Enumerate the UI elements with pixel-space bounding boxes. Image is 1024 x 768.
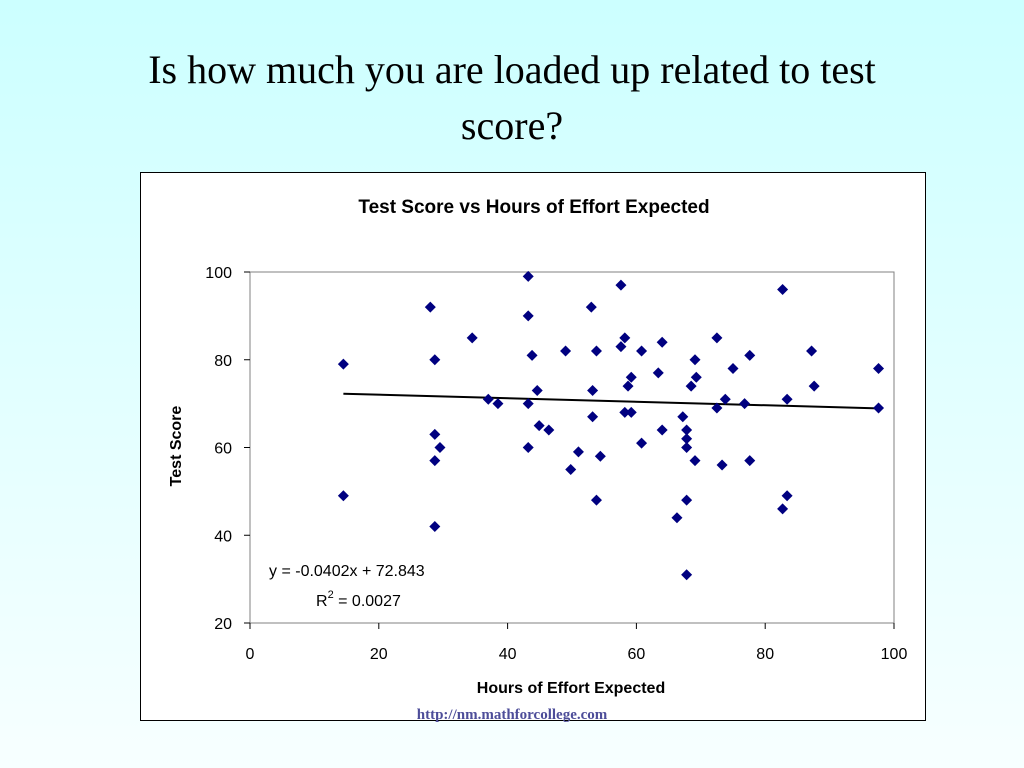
y-axis-label: Test Score <box>168 406 185 487</box>
y-tick-label-0: 20 <box>214 616 232 633</box>
data-point-47 <box>685 380 697 392</box>
data-point-41 <box>677 411 689 423</box>
data-point-24 <box>587 384 599 396</box>
chart-frame: Test Score vs Hours of Effort Expected 2… <box>140 172 926 721</box>
plot-area <box>249 271 895 624</box>
slide-title-line-1: Is how much you are loaded up related to… <box>148 47 876 92</box>
trendline-equation: y = -0.0402x + 72.843 <box>269 563 425 580</box>
chart-title: Test Score vs Hours of Effort Expected <box>358 197 709 218</box>
data-point-14 <box>531 384 543 396</box>
data-point-4 <box>429 428 441 440</box>
data-point-23 <box>590 345 602 357</box>
data-point-44 <box>681 442 693 453</box>
data-point-53 <box>719 393 731 405</box>
r-squared-label: R2 = 0.0027 <box>316 589 401 610</box>
data-point-3 <box>429 354 441 366</box>
x-tick-label-2: 40 <box>499 646 517 663</box>
data-point-55 <box>727 363 739 375</box>
data-point-20 <box>565 463 577 475</box>
data-point-13 <box>526 349 538 361</box>
data-point-51 <box>711 332 723 344</box>
data-point-26 <box>594 450 606 462</box>
data-point-33 <box>619 406 631 418</box>
data-point-38 <box>656 336 668 348</box>
data-point-19 <box>560 345 572 357</box>
data-point-12 <box>522 310 534 322</box>
data-point-18 <box>522 442 534 453</box>
data-point-46 <box>681 569 693 581</box>
data-point-22 <box>585 301 597 313</box>
data-point-65 <box>873 363 885 375</box>
data-point-45 <box>681 494 693 506</box>
data-point-29 <box>619 332 631 344</box>
data-point-56 <box>739 398 751 410</box>
data-point-35 <box>636 345 648 357</box>
data-point-8 <box>466 332 478 344</box>
data-point-54 <box>716 459 728 471</box>
data-point-64 <box>808 380 820 392</box>
r-squared-superscript: 2 <box>328 589 334 601</box>
data-point-15 <box>522 398 534 410</box>
x-tick-label-1: 20 <box>370 646 388 663</box>
trendline <box>343 392 878 410</box>
data-point-40 <box>671 512 683 524</box>
data-point-42 <box>681 424 693 436</box>
data-point-63 <box>806 345 818 357</box>
data-point-43 <box>681 433 693 445</box>
x-tick-label-5: 100 <box>881 646 908 663</box>
data-point-6 <box>429 455 441 467</box>
slide-title: Is how much you are loaded up related to… <box>0 42 1024 154</box>
data-point-5 <box>434 442 446 453</box>
y-tick-label-4: 100 <box>205 265 232 282</box>
data-point-39 <box>656 424 668 436</box>
data-point-27 <box>590 494 602 506</box>
data-point-2 <box>424 301 436 313</box>
data-point-16 <box>533 420 545 432</box>
r-squared-value: = 0.0027 <box>334 593 401 610</box>
data-point-34 <box>625 406 637 418</box>
data-point-61 <box>781 490 793 502</box>
data-point-31 <box>625 371 637 383</box>
y-tick-label-1: 40 <box>214 528 232 545</box>
x-tick-label-3: 60 <box>628 646 646 663</box>
data-point-48 <box>689 354 701 366</box>
data-point-0 <box>337 358 349 370</box>
data-point-17 <box>543 424 555 436</box>
scatter-chart: Test Score vs Hours of Effort Expected 2… <box>168 197 908 697</box>
data-point-57 <box>744 349 756 361</box>
data-point-50 <box>689 455 701 467</box>
data-point-58 <box>744 455 756 467</box>
data-point-62 <box>777 503 789 515</box>
data-point-30 <box>615 341 627 353</box>
data-point-11 <box>522 270 534 282</box>
data-point-21 <box>572 446 584 458</box>
footer-link[interactable]: http://nm.mathforcollege.com <box>416 707 608 723</box>
data-point-37 <box>652 367 664 379</box>
data-point-10 <box>492 398 504 410</box>
data-point-52 <box>711 402 723 414</box>
data-point-66 <box>873 402 885 414</box>
data-point-9 <box>482 393 494 405</box>
y-tick-label-2: 60 <box>214 441 232 458</box>
y-tick-label-3: 80 <box>214 353 232 370</box>
data-point-28 <box>615 279 627 291</box>
data-point-1 <box>337 490 349 502</box>
y-axis-ticks: 20 40 60 80 100 <box>205 265 250 633</box>
x-axis-label: Hours of Effort Expected <box>477 680 665 697</box>
data-point-25 <box>587 411 599 423</box>
r-squared-prefix: R <box>316 593 328 610</box>
x-tick-label-4: 80 <box>756 646 774 663</box>
data-point-49 <box>690 371 702 383</box>
x-tick-label-0: 0 <box>246 646 255 663</box>
data-point-32 <box>622 380 634 392</box>
slide-title-line-2: score? <box>460 103 564 148</box>
data-point-36 <box>636 437 648 449</box>
data-point-7 <box>429 520 441 532</box>
data-point-60 <box>781 393 793 405</box>
data-points <box>337 270 885 581</box>
x-axis-ticks: 0 20 40 60 80 100 <box>246 623 908 663</box>
data-point-59 <box>777 284 789 296</box>
